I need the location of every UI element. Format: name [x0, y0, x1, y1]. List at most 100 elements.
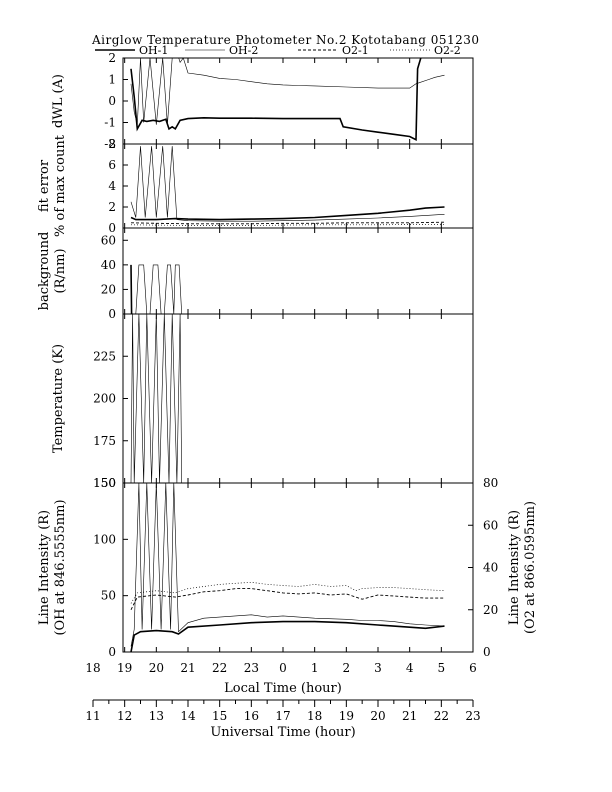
universal-tick-label: 13 [149, 709, 164, 723]
universal-tick-label: 22 [434, 709, 449, 723]
y-tick-label: 20 [101, 282, 116, 296]
x-axes: 18 19 20 21 22 23 0 1 2 3 4 5 611 12 13 14 15 16 17 18 19 20 2… [85, 661, 480, 723]
universal-tick-label: 18 [307, 709, 322, 723]
panel-frame [122, 313, 474, 484]
panel-frame [122, 57, 474, 145]
panel-frame [122, 482, 474, 653]
series-line-oh-2 [130, 146, 445, 222]
local-tick-label: 21 [180, 661, 195, 675]
legend-label-o2-2: O2-2 [434, 44, 461, 57]
universal-time-label: Universal Time (hour) [210, 725, 355, 740]
local-time-label: Local Time (hour) [224, 681, 342, 696]
y-tick-label: -2 [104, 137, 116, 151]
universal-tick-label: 12 [117, 709, 132, 723]
local-tick-label: 22 [212, 661, 227, 675]
universal-tick-label: 11 [85, 709, 100, 723]
local-tick-label: 18 [85, 661, 100, 675]
panel-dwl: -2 -1 0 1 2 dWL (A) [51, 51, 474, 151]
local-tick-label: 20 [149, 661, 164, 675]
legend-label-oh-1: OH-1 [139, 44, 168, 57]
y-tick-label: 175 [93, 434, 116, 448]
series-line-oh-2 [135, 264, 182, 314]
series-line-o2-2 [130, 581, 445, 604]
panel-series [130, 314, 182, 483]
y-axis-label: % of max count [53, 134, 68, 237]
panel-frame [122, 143, 474, 229]
series-line-oh-1 [130, 58, 422, 141]
universal-tick-label: 15 [212, 709, 227, 723]
y-right-tick-label: 0 [483, 645, 491, 659]
series-line-oh-1 [130, 620, 445, 652]
y-right-axis-label: Line Intensity (R) [507, 510, 522, 625]
series-line-oh-1 [130, 264, 133, 314]
y-tick-label: 50 [101, 589, 116, 603]
y-tick-label: 225 [93, 349, 116, 363]
universal-tick-label: 16 [244, 709, 259, 723]
y-tick-label: 100 [93, 532, 116, 546]
y-axis-label: fit error [37, 159, 52, 212]
series-line-oh-2 [130, 58, 445, 125]
y-tick-label: 6 [108, 158, 116, 172]
panel-series [130, 264, 182, 314]
legend-label-o2-1: O2-1 [342, 44, 369, 57]
panel-fit-error: 0 2 4 6 8 fit error% of max count [37, 134, 474, 237]
local-tick-label: 2 [343, 661, 351, 675]
universal-tick-label: 20 [370, 709, 385, 723]
y-axis-label: background [37, 232, 52, 311]
panel-series [130, 146, 445, 226]
local-tick-label: 4 [406, 661, 414, 675]
y-tick-label: 2 [108, 200, 116, 214]
local-tick-label: 19 [117, 661, 132, 675]
local-tick-label: 5 [438, 661, 446, 675]
series-line-oh-1 [130, 206, 445, 221]
y-axis-label: (R/nm) [53, 248, 68, 293]
universal-tick-label: 23 [465, 709, 480, 723]
panel-series [130, 58, 445, 141]
universal-tick-label: 14 [180, 709, 196, 723]
y-tick-label: 150 [93, 476, 116, 490]
local-tick-label: 1 [311, 661, 319, 675]
legend: OH-1 OH-2 O2-1 O2-2 [95, 44, 461, 57]
y-right-tick-label: 20 [483, 603, 498, 617]
y-tick-label: 0 [108, 645, 116, 659]
y-right-axis-label: (O2 at 866.0595nm) [523, 501, 538, 634]
y-right-tick-label: 80 [483, 476, 498, 490]
y-tick-label: 4 [108, 179, 116, 193]
y-right-tick-label: 60 [483, 518, 498, 532]
local-tick-label: 6 [469, 661, 477, 675]
panel-frame [122, 227, 474, 315]
y-axis-label: Line Intensity (R) [37, 510, 52, 625]
series-line-o2-2 [130, 223, 445, 226]
universal-tick-label: 19 [339, 709, 354, 723]
y-tick-label: 40 [101, 258, 116, 272]
series-line-o2-1 [130, 221, 445, 225]
y-tick-label: 60 [101, 233, 116, 247]
universal-tick-label: 17 [275, 709, 290, 723]
plot-panels: -2 -1 0 1 2 dWL (A) 0 2 4 6 8 fit error% of max cou… [37, 51, 538, 659]
local-tick-label: 3 [374, 661, 382, 675]
y-tick-label: 200 [93, 392, 116, 406]
legend-label-oh-2: OH-2 [229, 44, 258, 57]
y-axis-label: (OH at 846.5555nm) [53, 499, 68, 635]
series-line-o2-1 [130, 588, 445, 610]
y-right-tick-label: 40 [483, 561, 498, 575]
y-tick-label: 8 [108, 137, 116, 151]
local-tick-label: 0 [279, 661, 287, 675]
chart-title: Airglow Temperature Photometer No.2 Koto… [91, 33, 480, 47]
y-axis-label: dWL (A) [51, 74, 66, 128]
panel-temperature: 150 175 200 225 Temperature (K) [51, 313, 474, 490]
y-axis-label: Temperature (K) [51, 344, 66, 453]
y-tick-label: 0 [108, 221, 116, 235]
y-tick-label: 1 [108, 73, 116, 87]
y-tick-label: 0 [108, 307, 116, 321]
y-tick-label: 150 [93, 476, 116, 490]
y-tick-label: -1 [104, 116, 116, 130]
series-line-oh-2 [130, 483, 445, 647]
panel-background: 0 20 40 60 background (R/nm) [37, 227, 474, 321]
panel-series [130, 483, 445, 652]
universal-tick-label: 21 [402, 709, 417, 723]
y-tick-label: 0 [108, 94, 116, 108]
local-tick-label: 23 [244, 661, 259, 675]
